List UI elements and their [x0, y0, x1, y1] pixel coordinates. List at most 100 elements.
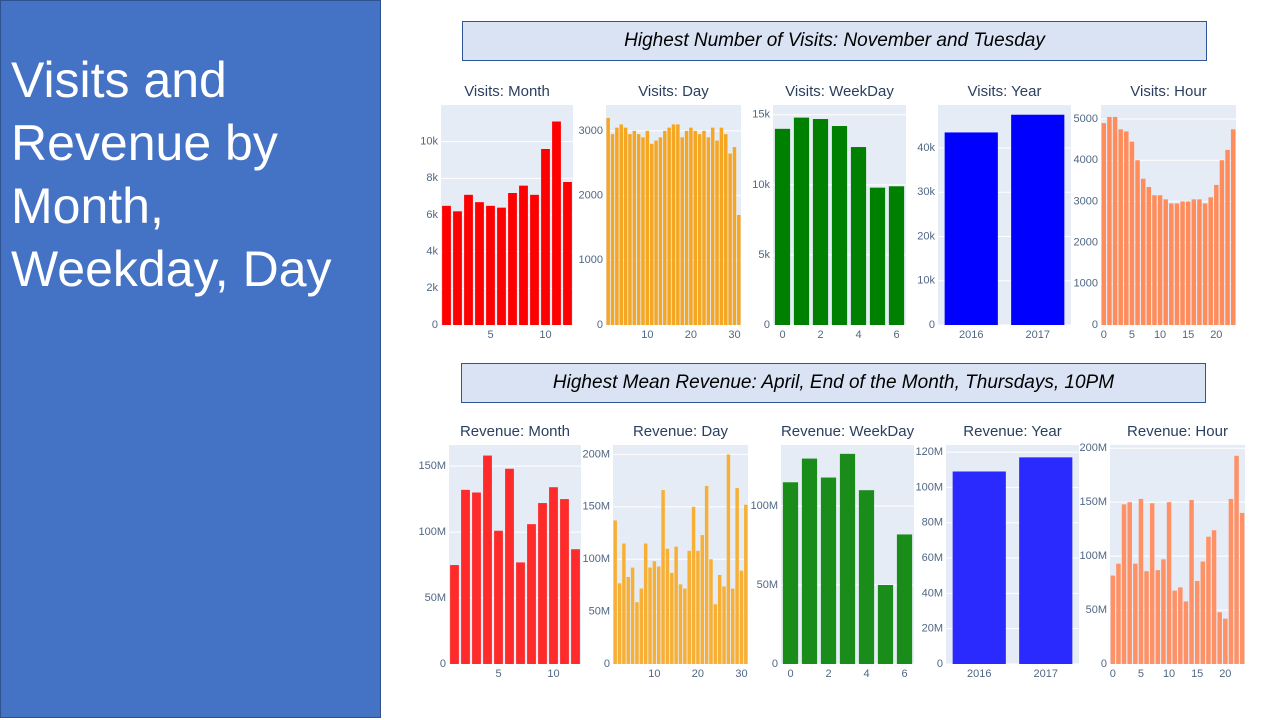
bar — [1206, 536, 1211, 664]
y-tick-label: 3000 — [1074, 195, 1098, 207]
bar — [1211, 530, 1217, 664]
bar — [683, 588, 687, 664]
bar — [1180, 201, 1185, 325]
y-tick-label: 5000 — [1074, 113, 1098, 125]
x-tick-label: 2 — [825, 668, 831, 680]
bar — [678, 584, 683, 664]
bar — [610, 134, 615, 325]
bar — [728, 153, 732, 325]
bar — [635, 602, 639, 664]
y-tick-label: 0 — [597, 319, 603, 331]
bar — [663, 130, 667, 325]
y-tick-label: 100M — [750, 500, 778, 512]
bar — [661, 490, 665, 664]
y-tick-label: 20k — [917, 230, 935, 242]
y-tick-label: 8k — [426, 172, 438, 184]
bar — [1135, 160, 1140, 325]
bar — [732, 147, 737, 325]
bar — [541, 149, 550, 325]
y-tick-label: 40k — [917, 142, 935, 154]
x-tick-label: 15 — [1182, 329, 1194, 341]
bar — [719, 127, 724, 325]
bar — [1155, 570, 1161, 664]
bar — [464, 194, 473, 325]
y-tick-label: 120M — [915, 446, 943, 458]
bar — [1146, 186, 1152, 325]
bar — [1133, 563, 1138, 664]
bar — [774, 128, 791, 325]
bar — [869, 187, 886, 325]
y-tick-label: 50M — [589, 606, 610, 618]
bar — [654, 140, 658, 325]
bar — [1169, 203, 1174, 325]
bar — [722, 586, 726, 664]
bar — [1189, 500, 1194, 664]
bar — [1101, 123, 1107, 325]
bar — [619, 124, 623, 325]
y-tick-label: 10k — [917, 275, 935, 287]
y-tick-label: 0 — [929, 319, 935, 331]
bar — [483, 455, 492, 664]
bar — [1127, 502, 1132, 664]
bar — [652, 561, 657, 664]
bar — [1200, 561, 1206, 664]
bar — [450, 565, 459, 664]
bar — [801, 458, 818, 664]
x-tick-label: 20 — [1210, 329, 1222, 341]
bar — [626, 577, 630, 664]
chart-title: Revenue: WeekDay — [781, 423, 915, 440]
bar — [877, 584, 894, 664]
bar — [735, 487, 739, 664]
bar — [1149, 503, 1155, 664]
x-tick-label: 30 — [735, 668, 747, 680]
chart-title: Visits: Hour — [1130, 83, 1206, 100]
x-tick-label: 2016 — [959, 329, 983, 341]
bar — [680, 137, 684, 325]
x-tick-label: 5 — [495, 668, 501, 680]
x-tick-label: 2017 — [1026, 329, 1050, 341]
bar — [630, 567, 635, 664]
bar — [1197, 199, 1202, 325]
side-panel: Visits and Revenue by Month, Weekday, Da… — [0, 0, 381, 718]
y-tick-label: 30k — [917, 186, 935, 198]
chart-title: Visits: Month — [464, 83, 550, 100]
y-tick-label: 0 — [772, 658, 778, 670]
bar — [739, 570, 744, 664]
bar — [691, 506, 696, 664]
bar — [622, 543, 626, 664]
bar — [744, 504, 748, 664]
bar — [643, 543, 648, 664]
x-tick-label: 2016 — [967, 668, 991, 680]
y-tick-label: 0 — [1101, 658, 1107, 670]
bar — [726, 454, 731, 664]
chart-title: Revenue: Month — [460, 423, 570, 440]
x-tick-label: 10 — [547, 668, 559, 680]
x-tick-label: 0 — [779, 329, 785, 341]
bar — [684, 130, 689, 325]
chart-title: Revenue: Hour — [1127, 423, 1228, 440]
chart-title: Visits: Day — [638, 83, 709, 100]
bar — [831, 126, 848, 326]
y-tick-label: 0 — [604, 658, 610, 670]
chart-title: Visits: WeekDay — [785, 83, 894, 100]
x-tick-label: 10 — [1163, 668, 1175, 680]
bar — [1157, 195, 1163, 325]
y-tick-label: 150M — [418, 460, 446, 472]
bar — [516, 562, 525, 664]
x-tick-label: 15 — [1191, 668, 1203, 680]
x-tick-label: 10 — [648, 668, 660, 680]
bar — [944, 132, 998, 325]
bar — [563, 182, 572, 325]
x-tick-label: 5 — [1138, 668, 1144, 680]
y-tick-label: 100M — [915, 481, 943, 493]
bar — [453, 211, 462, 325]
bar — [1121, 504, 1127, 664]
y-tick-label: 5k — [758, 249, 770, 261]
bar — [715, 140, 719, 325]
y-tick-label: 6k — [426, 209, 438, 221]
bar — [641, 137, 645, 325]
bar — [1194, 580, 1200, 664]
bar — [613, 520, 617, 664]
bar — [508, 193, 517, 325]
